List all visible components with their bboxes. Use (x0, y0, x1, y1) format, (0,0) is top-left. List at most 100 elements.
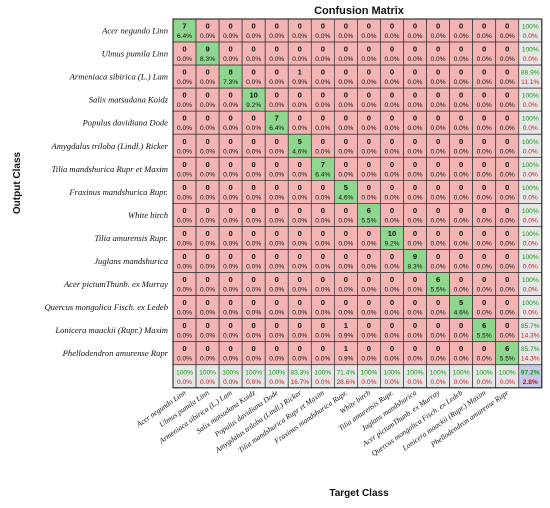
cell-percent: 0.0% (454, 102, 469, 109)
cell-percent: 0.0% (246, 310, 261, 317)
cell-percent: 0.0% (477, 356, 492, 363)
row-error: 0.0% (523, 33, 538, 40)
cell-count: 0 (298, 45, 302, 54)
cell-count: 0 (321, 298, 325, 307)
cell-count: 0 (252, 183, 256, 192)
cell-count: 0 (182, 275, 186, 284)
cell-percent: 0.0% (315, 79, 330, 86)
row-label: Lonicera maackii (Rupr.) Maxim (54, 325, 168, 335)
cell-count: 0 (390, 68, 394, 77)
cell-percent: 0.0% (384, 356, 399, 363)
cell-percent: 0.0% (500, 102, 515, 109)
cell-percent: 0.0% (177, 171, 192, 178)
cell-count: 0 (229, 275, 233, 284)
cell-count: 0 (275, 344, 279, 353)
cell-percent: 0.0% (384, 171, 399, 178)
cell-percent: 0.0% (315, 240, 330, 247)
cell-percent: 0.0% (338, 264, 353, 271)
cell-count: 0 (413, 137, 417, 146)
cell-percent: 0.0% (361, 194, 376, 201)
cell-count: 0 (321, 252, 325, 261)
cell-count: 0 (436, 252, 440, 261)
row-label: Phellodendron amurense Rupr (62, 348, 169, 358)
cell-percent: 0.0% (200, 287, 215, 294)
row-error: 0.0% (523, 194, 538, 201)
cell-percent: 0.0% (384, 125, 399, 132)
cell-count: 6 (505, 344, 509, 353)
row-label: Salix matsudana Koidz (89, 95, 169, 105)
cell-count: 0 (205, 22, 209, 31)
cell-count: 0 (413, 275, 417, 284)
cell-count: 0 (321, 229, 325, 238)
cell-percent: 0.0% (177, 356, 192, 363)
cell-count: 5 (298, 137, 303, 146)
cell-count: 0 (367, 344, 371, 353)
col-recall: 100% (453, 369, 470, 376)
cell-count: 0 (459, 206, 463, 215)
cell-count: 0 (482, 183, 486, 192)
cell-percent: 0.0% (177, 264, 192, 271)
cell-percent: 0.0% (408, 102, 423, 109)
cell-count: 10 (249, 91, 257, 100)
cell-percent: 0.0% (384, 264, 399, 271)
cell-percent: 0.0% (454, 264, 469, 271)
row-error: 14.3% (521, 333, 540, 340)
cell-percent: 0.0% (246, 240, 261, 247)
cell-percent: 0.0% (315, 356, 330, 363)
cell-count: 0 (413, 183, 417, 192)
cell-count: 0 (229, 183, 233, 192)
col-recall: 83.3% (290, 369, 309, 376)
col-error: 0.0% (384, 379, 399, 386)
cell-count: 0 (482, 344, 486, 353)
cell-count: 0 (229, 91, 233, 100)
y-axis-label: Output Class (12, 151, 23, 214)
cell-count: 0 (275, 160, 279, 169)
cell-percent: 0.0% (477, 79, 492, 86)
col-recall: 100% (430, 369, 447, 376)
cell-percent: 0.0% (477, 171, 492, 178)
row-precision: 100% (522, 300, 539, 307)
cell-count: 0 (182, 68, 186, 77)
cell-percent: 0.0% (361, 102, 376, 109)
cell-percent: 0.0% (500, 56, 515, 63)
cell-count: 0 (436, 321, 440, 330)
cell-percent: 0.0% (223, 356, 238, 363)
cell-percent: 0.0% (361, 56, 376, 63)
cell-percent: 0.0% (408, 148, 423, 155)
cell-percent: 0.0% (454, 125, 469, 132)
cell-percent: 0.0% (500, 310, 515, 317)
cell-count: 0 (252, 114, 256, 123)
cell-percent: 0.0% (200, 33, 215, 40)
cell-count: 0 (205, 252, 209, 261)
cell-count: 6 (367, 206, 371, 215)
cell-percent: 0.0% (315, 217, 330, 224)
cell-count: 0 (298, 114, 302, 123)
cell-count: 0 (505, 114, 509, 123)
cell-count: 0 (413, 344, 417, 353)
cell-count: 0 (298, 160, 302, 169)
cell-count: 0 (505, 206, 509, 215)
col-error: 0.0% (431, 379, 446, 386)
cell-percent: 0.0% (431, 102, 446, 109)
cell-percent: 0.0% (200, 356, 215, 363)
cell-percent: 4.6% (338, 194, 353, 201)
matrix-border (172, 18, 543, 389)
cell-count: 0 (321, 91, 325, 100)
cell-percent: 9.2% (246, 102, 261, 109)
x-axis-label: Target Class (329, 488, 389, 499)
row-error: 0.0% (523, 125, 538, 132)
cell-percent: 0.0% (408, 356, 423, 363)
cell-count: 0 (275, 298, 279, 307)
cell-percent: 0.0% (200, 125, 215, 132)
row-error: 0.0% (523, 287, 538, 294)
cell-count: 0 (390, 298, 394, 307)
cell-count: 0 (252, 252, 256, 261)
cell-percent: 0.0% (269, 264, 284, 271)
cell-percent: 0.0% (292, 194, 307, 201)
cell-count: 0 (182, 183, 186, 192)
cell-percent: 0.0% (200, 102, 215, 109)
cell-count: 0 (413, 22, 417, 31)
cell-percent: 0.0% (431, 56, 446, 63)
cell-count: 0 (321, 22, 325, 31)
cell-percent: 0.0% (269, 79, 284, 86)
